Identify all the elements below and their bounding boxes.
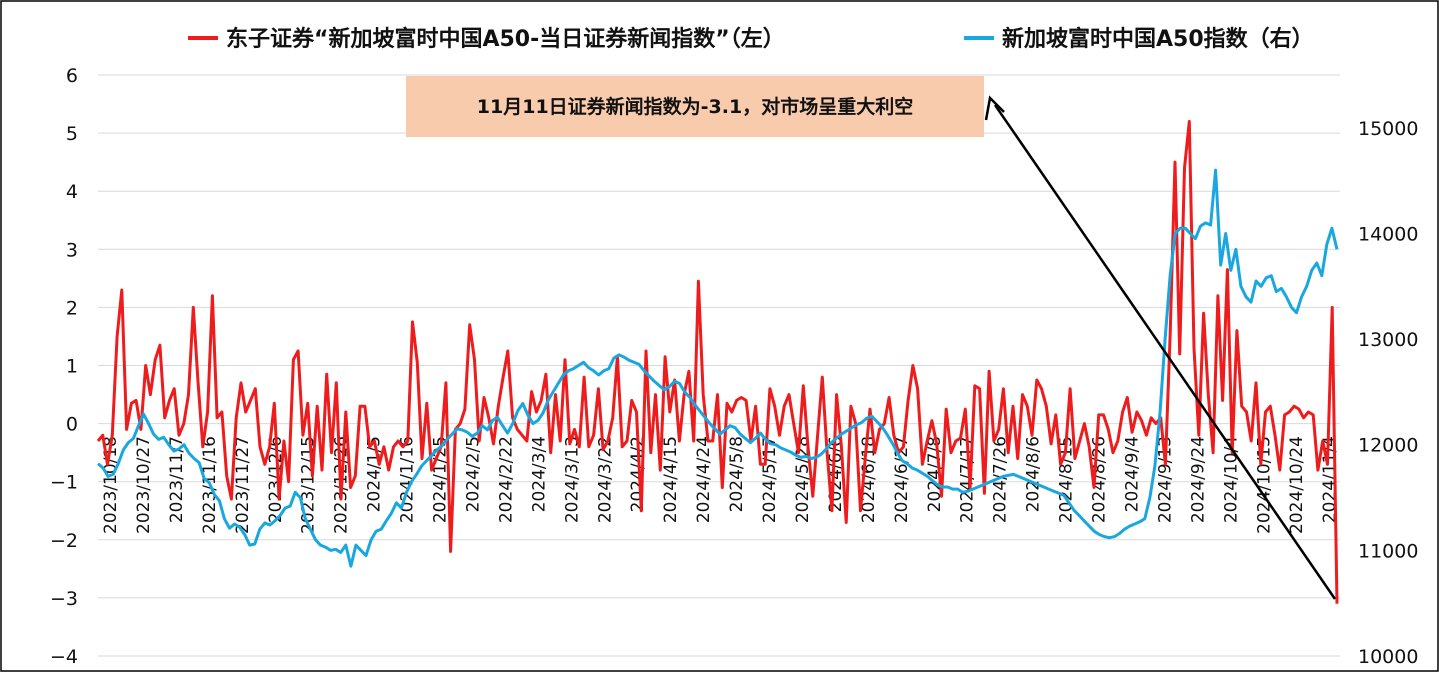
legend-label-series-1: 东子证券“新加坡富时中国A50-当日证券新闻指数”（左） xyxy=(226,26,785,52)
x-tick-label: 2024/10/24 xyxy=(1287,436,1307,534)
series-line-1 xyxy=(96,120,1339,604)
left-tick-label: 4 xyxy=(66,181,78,203)
x-tick-label: 2024/2/5 xyxy=(463,436,483,512)
x-tick-label: 2024/4/24 xyxy=(694,436,714,523)
x-tick-label: 2024/9/4 xyxy=(1122,436,1142,512)
left-tick-label: 0 xyxy=(66,414,78,436)
legend: 东子证券“新加坡富时中国A50-当日证券新闻指数”（左） 新加坡富时中国A50指… xyxy=(188,26,1314,52)
right-tick-label: 12000 xyxy=(1358,435,1418,457)
left-tick-label: −1 xyxy=(50,472,78,494)
x-tick-label: 2024/9/13 xyxy=(1155,436,1175,523)
series-line-2 xyxy=(97,168,1339,568)
x-tick-label: 2023/11/7 xyxy=(167,436,187,523)
left-tick-label: 5 xyxy=(66,123,78,145)
right-tick-label: 11000 xyxy=(1358,540,1418,562)
x-tick-label: 2024/8/15 xyxy=(1057,436,1077,523)
annotation-arrowhead xyxy=(984,95,1005,121)
x-tick-label: 2024/8/6 xyxy=(1024,436,1044,512)
right-tick-label: 15000 xyxy=(1358,118,1418,140)
left-tick-label: −2 xyxy=(50,530,78,552)
x-tick-label: 2024/5/8 xyxy=(727,436,747,512)
x-tick-label: 2024/3/22 xyxy=(595,436,615,523)
x-tick-label: 2024/9/24 xyxy=(1188,436,1208,523)
annotation: 11月11日证券新闻指数为-3.1，对市场呈重大利空 xyxy=(406,76,1337,600)
annotation-arrow xyxy=(993,104,1337,600)
left-tick-label: 6 xyxy=(66,65,78,87)
x-tick-label: 2024/7/26 xyxy=(991,436,1011,523)
x-tick-label: 2023/12/15 xyxy=(299,436,319,534)
x-tick-label: 2023/12/6 xyxy=(266,436,286,523)
x-tick-label: 2024/6/27 xyxy=(892,436,912,523)
annotation-box xyxy=(406,76,984,137)
right-axis-ticks: 15000 14000 13000 12000 11000 10000 xyxy=(1358,118,1418,668)
x-tick-label: 2024/3/13 xyxy=(562,436,582,523)
x-tick-label: 2023/11/27 xyxy=(233,436,253,534)
x-tick-label: 2024/3/4 xyxy=(529,436,549,512)
right-tick-label: 14000 xyxy=(1358,223,1418,245)
left-tick-label: 2 xyxy=(66,297,78,319)
left-tick-label: 3 xyxy=(66,239,78,261)
left-tick-label: 1 xyxy=(66,356,78,378)
x-tick-label: 2024/4/15 xyxy=(661,436,681,523)
left-tick-label: −3 xyxy=(50,588,78,610)
left-tick-label: −4 xyxy=(50,646,78,668)
annotation-text: 11月11日证券新闻指数为-3.1，对市场呈重大利空 xyxy=(477,95,913,118)
right-tick-label: 10000 xyxy=(1358,646,1418,668)
x-tick-label: 2024/5/17 xyxy=(760,436,780,523)
right-tick-label: 13000 xyxy=(1358,329,1418,351)
x-tick-label: 2024/1/5 xyxy=(365,436,385,512)
legend-label-series-2: 新加坡富时中国A50指数（右） xyxy=(1002,26,1314,52)
x-tick-label: 2023/10/27 xyxy=(134,436,154,534)
series-lines xyxy=(96,120,1339,604)
x-tick-label: 2024/2/22 xyxy=(496,436,516,523)
left-axis-ticks: 6 5 4 3 2 1 0 −1 −2 −3 −4 xyxy=(50,65,78,668)
